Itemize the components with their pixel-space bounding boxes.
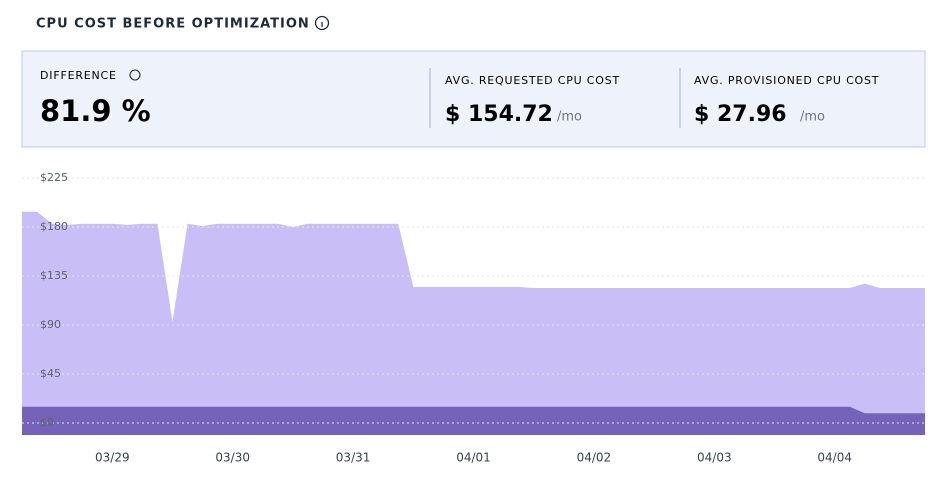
y-tick-label: $45: [40, 367, 61, 380]
x-tick-label: 03/30: [215, 451, 250, 465]
y-tick-label: $135: [40, 269, 68, 282]
stat-label: AVG. PROVISIONED CPU COST: [694, 74, 879, 87]
y-tick-label: $0: [40, 416, 54, 429]
x-tick-label: 04/03: [697, 451, 732, 465]
stat-label: DIFFERENCE: [40, 69, 117, 82]
y-tick-label: $180: [40, 220, 68, 233]
stat-unit: /mo: [557, 110, 582, 125]
stat-unit: /mo: [800, 110, 825, 125]
y-tick-label: $225: [40, 171, 68, 184]
area: [22, 211, 925, 435]
x-tick-label: 04/02: [577, 451, 612, 465]
stat-value: $ 27.96: [694, 102, 787, 127]
stat-value: $ 154.72: [445, 102, 553, 127]
info-icon[interactable]: [314, 15, 330, 31]
x-tick-label: 03/31: [336, 451, 371, 465]
area: [22, 406, 925, 435]
stat-label: AVG. REQUESTED CPU COST: [445, 74, 620, 87]
stats-card: [21, 50, 926, 148]
info-icon[interactable]: [129, 69, 141, 81]
y-tick-label: $90: [40, 318, 61, 331]
x-tick-label: 04/01: [456, 451, 491, 465]
x-tick-label: 03/29: [95, 451, 130, 465]
section-title: CPU COST BEFORE OPTIMIZATION: [36, 17, 310, 32]
plot: $0 $45 $90 $135 $180 $225 03/29 03/30 03/31 04/01…: [22, 171, 925, 465]
stat-value: 81.9 %: [40, 94, 151, 128]
x-tick-label: 04/04: [817, 451, 852, 465]
